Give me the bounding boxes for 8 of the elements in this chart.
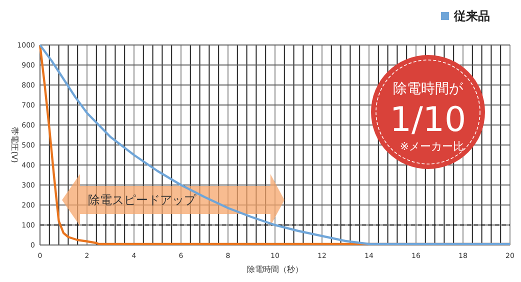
annotation: 1/10 bbox=[390, 100, 466, 140]
line-series bbox=[38, 44, 512, 246]
annotation: 除電時間が bbox=[393, 81, 464, 97]
annotation: 除電スピードアップ bbox=[88, 193, 197, 207]
x-axis-title: 除電時間（秒） bbox=[247, 265, 303, 274]
y-axis-title: 帯電圧(V) bbox=[10, 127, 19, 163]
annotation: ※メーカー比 bbox=[400, 140, 464, 153]
legend-label: 従来品 bbox=[453, 9, 490, 23]
